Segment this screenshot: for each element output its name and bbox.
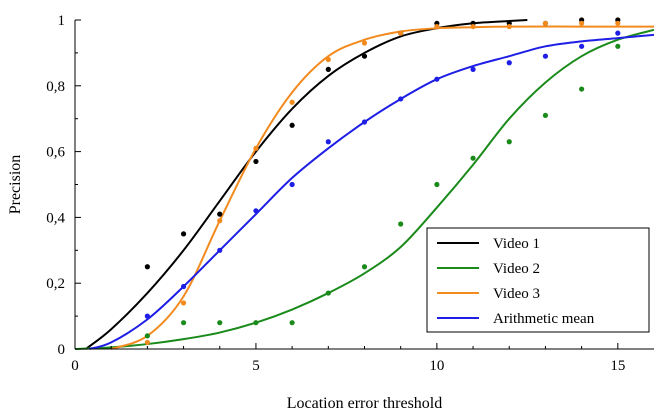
series-2-point-10 <box>470 155 476 161</box>
legend-label-1: Video 1 <box>493 236 540 252</box>
series-1-point-7 <box>361 53 368 59</box>
x-tick-label: 5 <box>252 358 260 374</box>
legend-box <box>426 227 650 333</box>
series-4-point-1 <box>144 313 150 319</box>
series-4-point-9 <box>434 76 440 82</box>
series-4-point-6 <box>325 139 331 145</box>
series-3-point-1 <box>144 339 150 346</box>
x-tick-label: 15 <box>610 358 625 374</box>
series-3-point-8 <box>398 30 404 36</box>
series-3-point-6 <box>325 56 331 63</box>
series-4-point-13 <box>579 43 585 49</box>
series-3-point-11 <box>506 23 512 30</box>
series-3-point-7 <box>361 40 368 46</box>
series-4-point-12 <box>542 53 549 59</box>
series-3-point-2 <box>180 300 187 306</box>
series-4-point-2 <box>180 283 187 290</box>
series-2-point-8 <box>398 221 404 227</box>
legend-label-4: Arithmetic mean <box>493 311 595 327</box>
series-3-point-5 <box>289 99 295 105</box>
series-4-point-3 <box>217 247 223 253</box>
series-2-point-4 <box>253 320 259 326</box>
y-tick-label: 0,8 <box>46 79 65 95</box>
series-3-point-14 <box>615 20 621 26</box>
series-2-fit-line <box>75 28 654 350</box>
x-tick-label: 10 <box>429 358 444 374</box>
y-tick-label: 1 <box>58 13 66 29</box>
series-2-point-5 <box>289 320 295 326</box>
y-tick-label: 0,2 <box>46 276 65 292</box>
tick-labels: 0 5 10 15 0 0,2 0,4 0,6 0,8 1 <box>46 13 625 374</box>
series-4-point-11 <box>506 60 512 66</box>
series-2-point-14 <box>615 43 621 49</box>
series-4-point-7 <box>361 119 368 125</box>
series-1-point-3 <box>217 211 223 217</box>
series-2-point-3 <box>217 320 223 326</box>
series-3-point-3 <box>217 218 223 224</box>
series-4-point-8 <box>398 96 404 102</box>
data-points <box>144 17 621 346</box>
series-4-point-5 <box>289 181 295 188</box>
legend-label-2: Video 2 <box>493 261 540 277</box>
series-1-point-6 <box>325 66 331 72</box>
x-tick-label: 0 <box>71 358 79 374</box>
y-tick-label: 0,4 <box>46 210 65 226</box>
series-2-point-11 <box>506 139 512 145</box>
legend-label-3: Video 3 <box>493 286 540 302</box>
series-3-point-4 <box>253 145 259 151</box>
series-2-point-1 <box>144 333 150 339</box>
series-4-point-10 <box>470 66 476 72</box>
series-2-point-13 <box>579 86 585 92</box>
legend: Video 1 Video 2 Video 3 Arithmetic mean <box>426 227 650 333</box>
series-1-point-1 <box>144 264 150 270</box>
x-axis-title: Location error threshold <box>287 395 443 412</box>
series-2-point-9 <box>434 181 440 188</box>
y-tick-label: 0 <box>58 342 66 358</box>
series-3-point-13 <box>579 20 585 26</box>
y-axis-title: Precision <box>7 155 24 215</box>
series-4-point-14 <box>615 30 621 36</box>
axes <box>74 19 654 350</box>
series-1-point-4 <box>253 158 259 165</box>
series-3-point-10 <box>470 23 476 30</box>
series-1-fit-line <box>85 19 528 350</box>
series-4-point-4 <box>253 208 259 214</box>
series-3-point-9 <box>434 23 440 30</box>
series-2-point-6 <box>325 290 331 296</box>
series-3-point-12 <box>542 20 549 26</box>
series-1-point-2 <box>180 231 187 237</box>
series-2-point-7 <box>361 264 368 270</box>
series-2-point-12 <box>542 112 549 119</box>
series-1-point-5 <box>289 122 295 128</box>
series-2-point-2 <box>180 320 187 326</box>
y-tick-label: 0,6 <box>46 145 65 161</box>
